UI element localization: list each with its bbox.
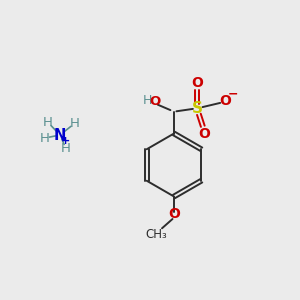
Text: O: O [219,94,231,108]
Text: N: N [54,128,66,142]
Text: O: O [191,76,203,90]
Text: H: H [142,94,152,107]
Text: O: O [198,128,210,141]
Text: −: − [228,87,239,101]
Text: H: H [61,142,71,155]
Text: S: S [192,101,203,116]
Text: H: H [43,116,53,129]
Text: H: H [70,117,79,130]
Text: H: H [40,131,50,145]
Text: O: O [149,95,160,108]
Text: CH₃: CH₃ [145,228,167,242]
Text: O: O [168,208,180,221]
Text: +: + [61,136,70,146]
